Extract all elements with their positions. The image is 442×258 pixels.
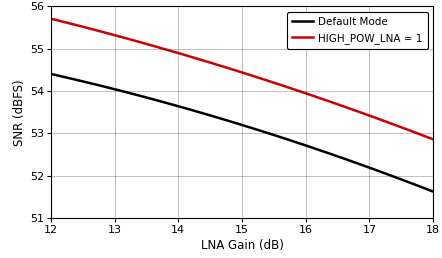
HIGH_POW_LNA = 1 (282, 85, 287, 88)
Legend: Default Mode, HIGH_POW_LNA = 1: Default Mode, HIGH_POW_LNA = 1 (287, 12, 428, 49)
HIGH_POW_LNA = 1 (274, 82, 280, 85)
HIGH_POW_LNA = 1 (431, 138, 436, 141)
Default Mode (431, 190, 436, 193)
Default Mode (370, 167, 376, 171)
Default Mode (282, 137, 287, 140)
HIGH_POW_LNA = 1 (276, 83, 281, 86)
X-axis label: LNA Gain (dB): LNA Gain (dB) (201, 239, 283, 252)
Line: Default Mode: Default Mode (51, 74, 433, 192)
Default Mode (50, 73, 55, 76)
Default Mode (395, 176, 400, 180)
HIGH_POW_LNA = 1 (370, 115, 376, 118)
HIGH_POW_LNA = 1 (48, 17, 53, 20)
HIGH_POW_LNA = 1 (50, 18, 55, 21)
Line: HIGH_POW_LNA = 1: HIGH_POW_LNA = 1 (51, 19, 433, 139)
Default Mode (276, 135, 281, 138)
Default Mode (274, 134, 280, 138)
HIGH_POW_LNA = 1 (395, 124, 400, 127)
Y-axis label: SNR (dBFS): SNR (dBFS) (12, 79, 26, 146)
Default Mode (48, 72, 53, 76)
